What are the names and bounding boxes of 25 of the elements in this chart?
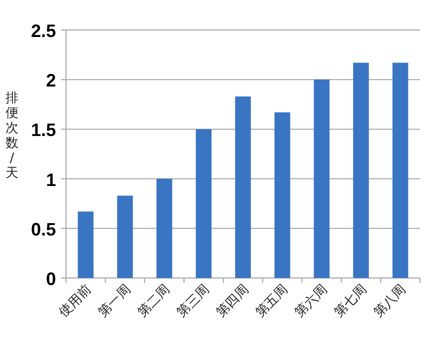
bar bbox=[392, 62, 408, 278]
x-tick-label: 第二周 bbox=[134, 282, 174, 320]
x-tick-label: 第七周 bbox=[332, 282, 370, 320]
x-tick-label: 第四周 bbox=[214, 282, 252, 320]
x-tick-label: 使用前 bbox=[56, 282, 94, 320]
x-tick-label: 第一周 bbox=[96, 282, 134, 320]
bar bbox=[314, 80, 330, 278]
y-tick-label: 1.5 bbox=[30, 120, 56, 140]
bar bbox=[274, 112, 290, 278]
x-tick-label: 第三周 bbox=[174, 282, 212, 320]
bar bbox=[117, 196, 133, 278]
y-axis-title: 排便次数/天 bbox=[6, 91, 18, 181]
x-tick-label: 第五周 bbox=[252, 282, 292, 320]
bar bbox=[78, 212, 94, 278]
y-tick-label: 2 bbox=[46, 70, 56, 91]
bar bbox=[196, 129, 212, 278]
y-tick-label: 0.5 bbox=[30, 219, 56, 240]
y-tick-label: 2.5 bbox=[30, 21, 56, 41]
bar bbox=[353, 62, 369, 278]
y-tick-label: 0 bbox=[46, 269, 56, 289]
x-tick-label: 第八周 bbox=[370, 282, 410, 320]
bar bbox=[156, 178, 172, 278]
bar bbox=[235, 96, 251, 278]
y-tick-label: 1 bbox=[46, 170, 56, 190]
x-tick-label: 第六周 bbox=[292, 282, 330, 320]
